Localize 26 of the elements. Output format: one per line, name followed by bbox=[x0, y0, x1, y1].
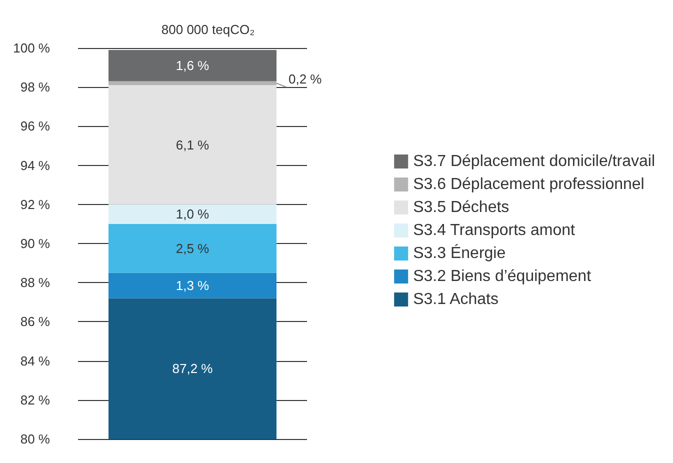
y-tick-label: 90 % bbox=[20, 236, 50, 251]
legend-label: S3.3 Énergie bbox=[413, 244, 506, 262]
data-label: 2,5 % bbox=[176, 240, 210, 256]
legend-label: S3.4 Transports amont bbox=[413, 222, 576, 239]
data-label: 87,2 % bbox=[172, 361, 214, 376]
data-label: 1,3 % bbox=[176, 278, 210, 294]
y-tick-label: 86 % bbox=[20, 314, 50, 330]
y-tick-label: 88 % bbox=[20, 275, 50, 290]
legend-label: S3.1 Achats bbox=[413, 291, 498, 308]
y-tick-label: 92 % bbox=[20, 196, 50, 212]
legend-label: S3.5 Déchets bbox=[413, 199, 510, 216]
data-label: 0,2 % bbox=[288, 72, 322, 87]
legend-label: S3.7 Déplacement domicile/travail bbox=[413, 153, 655, 170]
y-tick-label: 94 % bbox=[20, 158, 50, 173]
y-tick-label: 98 % bbox=[20, 80, 50, 95]
y-tick-label: 100 % bbox=[13, 40, 50, 56]
y-tick-label: 96 % bbox=[20, 118, 50, 134]
y-tick-label: 80 % bbox=[20, 432, 50, 446]
chart-title: 800 000 teqCO₂ bbox=[161, 22, 255, 37]
data-label: 1,6 % bbox=[176, 58, 210, 74]
legend-label: S3.6 Déplacement professionnel bbox=[413, 176, 644, 193]
data-label: 1,0 % bbox=[176, 206, 210, 222]
y-tick-label: 82 % bbox=[20, 392, 50, 408]
legend-label: S3.2 Biens d’équipement bbox=[413, 268, 592, 285]
data-label: 6,1 % bbox=[176, 137, 210, 152]
y-tick-label: 84 % bbox=[20, 353, 50, 368]
